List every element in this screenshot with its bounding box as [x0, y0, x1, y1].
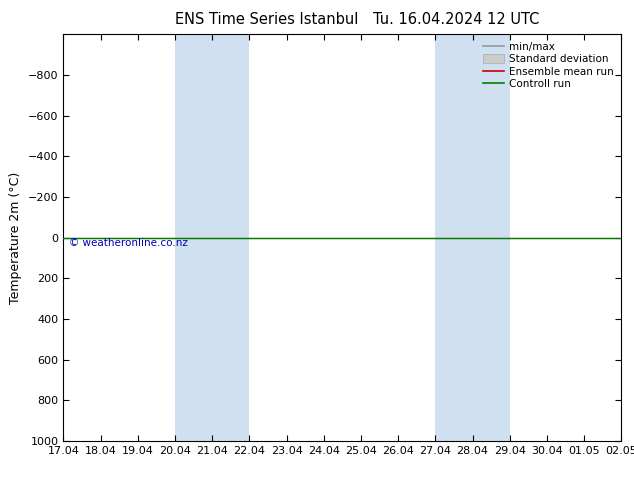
Text: © weatheronline.co.nz: © weatheronline.co.nz	[69, 239, 188, 248]
Bar	[436, 34, 510, 441]
Legend: min/max, Standard deviation, Ensemble mean run, Controll run: min/max, Standard deviation, Ensemble me…	[481, 40, 616, 92]
Bar	[175, 34, 249, 441]
Y-axis label: Temperature 2m (°C): Temperature 2m (°C)	[10, 172, 22, 304]
Text: Tu. 16.04.2024 12 UTC: Tu. 16.04.2024 12 UTC	[373, 12, 540, 27]
Text: ENS Time Series Istanbul: ENS Time Series Istanbul	[174, 12, 358, 27]
